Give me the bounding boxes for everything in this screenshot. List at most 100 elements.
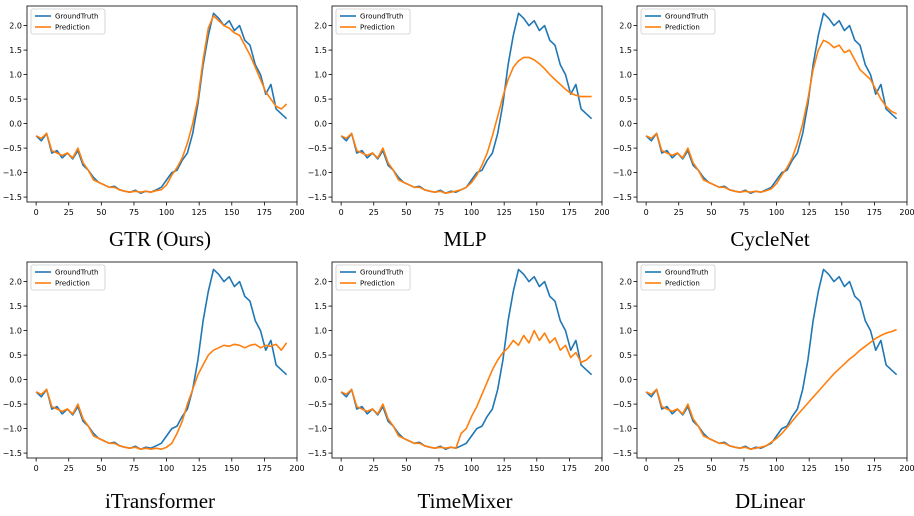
y-tick-label: −1.5 <box>3 193 22 202</box>
x-tick-label: 50 <box>96 208 106 217</box>
subplot-caption: GTR (Ours) <box>109 227 211 251</box>
legend-entry: Prediction <box>665 24 700 32</box>
legend-entry: GroundTruth <box>55 13 99 21</box>
x-tick-label: 25 <box>369 464 379 473</box>
y-tick-label: 0.5 <box>314 95 327 104</box>
legend-entry: Prediction <box>55 24 90 32</box>
y-tick-label: 1.5 <box>619 46 632 55</box>
x-tick-label: 125 <box>497 208 512 217</box>
axes-frame <box>636 5 908 203</box>
x-tick-label: 175 <box>867 464 882 473</box>
series-line-prediction <box>35 342 288 451</box>
x-tick-label: 175 <box>867 208 882 217</box>
x-tick-label: 75 <box>434 208 444 217</box>
y-tick-label: 1.5 <box>619 302 632 311</box>
series-line-prediction <box>645 328 897 451</box>
y-tick-label: 0.0 <box>619 120 632 129</box>
legend: GroundTruth Prediction <box>30 8 106 35</box>
x-tick-label: 50 <box>401 208 411 217</box>
y-tick-label: 2.0 <box>314 278 327 287</box>
x-tick-label: 100 <box>159 464 174 473</box>
x-tick-label: 150 <box>224 464 239 473</box>
x-tick-label: 100 <box>159 208 174 217</box>
subplot-4: 0 25 50 75 100 125 150 175 200 −1.5 −1.0 −0.5 0.0 0.5… <box>308 261 610 513</box>
legend: GroundTruth Prediction <box>335 8 411 35</box>
x-tick-label: 200 <box>899 208 914 217</box>
subplot-5: 0 25 50 75 100 125 150 175 200 −1.5 −1.0 −0.5 0.0 0.5… <box>613 261 914 513</box>
subplot-caption: iTransformer <box>105 489 215 513</box>
y-tick-label: 0.0 <box>9 120 22 129</box>
y-tick-label: −0.5 <box>3 400 22 409</box>
x-tick-label: 150 <box>529 208 544 217</box>
x-tick-label: 75 <box>129 208 139 217</box>
y-tick-label: 0.5 <box>619 95 632 104</box>
x-tick-label: 50 <box>706 208 716 217</box>
legend-entry: GroundTruth <box>55 269 99 277</box>
y-tick-label: 0.5 <box>314 351 327 360</box>
series-line-groundtruth <box>35 268 288 451</box>
x-tick-label: 75 <box>434 464 444 473</box>
x-tick-label: 125 <box>192 208 207 217</box>
y-tick-label: −0.5 <box>308 400 327 409</box>
x-tick-label: 200 <box>594 208 609 217</box>
x-tick-label: 0 <box>339 208 344 217</box>
x-tick-label: 25 <box>674 464 684 473</box>
x-tick-label: 125 <box>497 464 512 473</box>
y-tick-label: 2.0 <box>619 22 632 31</box>
axes-frame <box>331 5 603 203</box>
x-tick-label: 25 <box>369 208 379 217</box>
y-tick-label: −0.5 <box>308 144 327 153</box>
x-tick-label: 100 <box>464 208 479 217</box>
y-tick-label: 0.5 <box>9 351 22 360</box>
y-tick-label: 1.0 <box>619 71 632 80</box>
y-tick-label: 2.0 <box>9 22 22 31</box>
y-tick-label: 0.0 <box>9 376 22 385</box>
x-tick-label: 75 <box>129 464 139 473</box>
x-tick-label: 150 <box>834 208 849 217</box>
axes-frame <box>636 261 908 459</box>
series-line-groundtruth <box>35 12 288 194</box>
x-tick-label: 125 <box>192 464 207 473</box>
subplot-2: 0 25 50 75 100 125 150 175 200 −1.5 −1.0 −0.5 0.0 0.5… <box>613 5 914 251</box>
x-tick-label: 25 <box>64 464 74 473</box>
x-tick-label: 50 <box>96 464 106 473</box>
x-tick-label: 200 <box>594 464 609 473</box>
x-tick-label: 75 <box>739 208 749 217</box>
x-tick-label: 175 <box>562 464 577 473</box>
legend: GroundTruth Prediction <box>640 264 716 291</box>
y-tick-label: 1.5 <box>314 302 327 311</box>
series-line-prediction <box>340 329 593 450</box>
y-tick-label: −1.0 <box>308 425 327 434</box>
y-tick-label: −1.5 <box>613 193 632 202</box>
legend-entry: Prediction <box>665 280 700 288</box>
legend: GroundTruth Prediction <box>335 264 411 291</box>
y-tick-label: 1.0 <box>9 327 22 336</box>
y-tick-label: 1.0 <box>314 327 327 336</box>
x-tick-label: 200 <box>289 464 304 473</box>
legend-entry: GroundTruth <box>360 269 404 277</box>
y-tick-label: −1.5 <box>308 449 327 458</box>
x-tick-label: 50 <box>401 464 411 473</box>
x-tick-label: 75 <box>739 464 749 473</box>
y-tick-label: 1.0 <box>314 71 327 80</box>
axes-frame <box>26 5 298 203</box>
y-tick-label: 0.0 <box>619 376 632 385</box>
x-tick-label: 25 <box>674 208 684 217</box>
axes-frame <box>26 261 298 459</box>
y-tick-label: −1.0 <box>3 425 22 434</box>
y-tick-label: 1.5 <box>9 302 22 311</box>
x-tick-label: 175 <box>257 464 272 473</box>
y-tick-label: 2.0 <box>314 22 327 31</box>
series-line-prediction <box>340 56 592 194</box>
legend: GroundTruth Prediction <box>30 264 106 291</box>
y-tick-label: 1.5 <box>314 46 327 55</box>
subplot-3: 0 25 50 75 100 125 150 175 200 −1.5 −1.0 −0.5 0.0 0.5… <box>3 261 305 513</box>
subplot-caption: TimeMixer <box>418 489 513 513</box>
x-tick-label: 100 <box>769 208 784 217</box>
legend-entry: GroundTruth <box>360 13 404 21</box>
x-tick-label: 175 <box>562 208 577 217</box>
y-tick-label: 0.5 <box>619 351 632 360</box>
y-tick-label: 0.0 <box>314 120 327 129</box>
y-tick-label: −0.5 <box>3 144 22 153</box>
